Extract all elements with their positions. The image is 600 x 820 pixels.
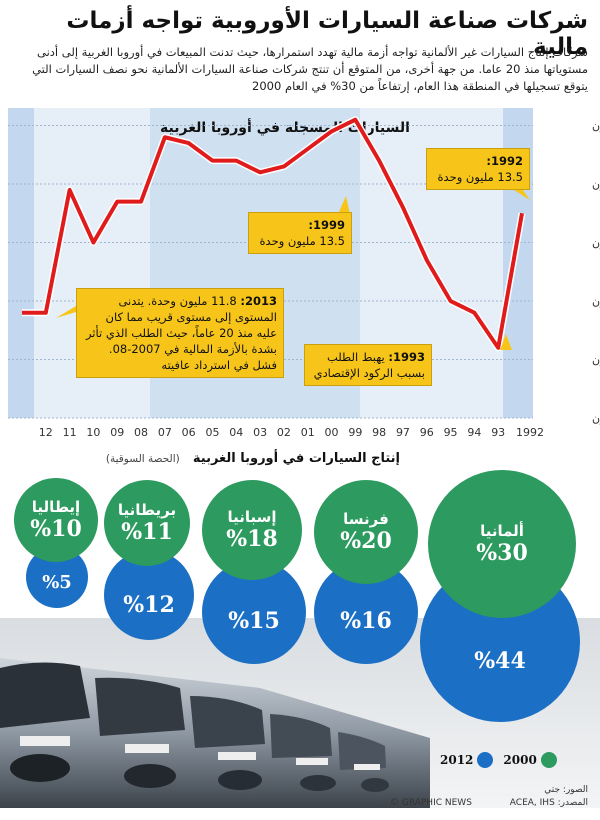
x-tick-label: 06: [182, 426, 196, 439]
bubble-britain-2012-value: %12: [123, 592, 175, 618]
bubble-germany-2000: ألمانيا %30: [428, 470, 576, 618]
bubble-italy-2012-value: %5: [42, 572, 72, 593]
bubble-germany-name: ألمانيا: [480, 522, 524, 540]
x-tick-label: 07: [158, 426, 172, 439]
bubble-france-2012-value: %16: [340, 608, 392, 634]
callout-1992-text: 13.5 مليون وحدة: [437, 170, 523, 184]
x-tick-label: 99: [348, 426, 362, 439]
bubble-spain-name: إسبانيا: [227, 508, 277, 526]
callout-1999-text: 13.5 مليون وحدة: [259, 234, 345, 248]
x-tick-label: 11: [63, 426, 77, 439]
x-tick-label: 12: [39, 426, 53, 439]
callout-1993-text: يهبط الطلب بسبب الركود الإقتصادي: [313, 350, 425, 380]
callout-2013-label: 2013:: [240, 294, 277, 308]
bubble-italy-2000: إيطاليا %10: [14, 478, 98, 562]
callout-1993-label: 1993:: [388, 350, 425, 364]
bubble-france-2000: فرنسا %20: [314, 480, 418, 584]
x-tick-label: 03: [253, 426, 267, 439]
bubble-france-2012: %16: [314, 560, 418, 664]
callout-pointer: [500, 334, 512, 350]
legend-label-2000: 2000: [503, 753, 537, 767]
legend-label-2012: 2012: [440, 753, 474, 767]
callout-1992-label: 1992:: [486, 154, 523, 168]
callout-1999-label: 1999:: [308, 218, 345, 232]
legend: 2000 2012: [440, 752, 557, 768]
x-tick-label: 98: [372, 426, 386, 439]
x-tick-label: 02: [277, 426, 291, 439]
legend-item-2012: 2012: [440, 752, 494, 768]
footer-source: المصدر: ACEA, IHS: [509, 798, 588, 808]
x-tick-label: 09: [110, 426, 124, 439]
x-tick-label: 96: [420, 426, 434, 439]
y-tick-label: 14 مليون: [592, 178, 600, 191]
y-tick-label: 12 مليون: [592, 295, 600, 308]
x-tick-label: 1992: [516, 426, 544, 439]
series-line: [22, 117, 524, 350]
y-axis: 15 مليون 14 مليون 13 مليون 12 مليون 11 مليون…: [592, 120, 600, 425]
legend-swatch-2000: [540, 752, 557, 768]
footer-sources: الصور: جتي المصدر: ACEA, IHS: [510, 784, 588, 810]
x-tick-label: 08: [134, 426, 148, 439]
legend-item-2000: 2000: [503, 752, 557, 768]
bubble-chart-title: إنتاج السيارات في أوروبا الغربية: [192, 451, 400, 466]
y-tick-label: 13 مليون: [592, 237, 600, 250]
bubble-chart-subtitle: (الحصة السوقية): [105, 453, 180, 465]
x-tick-label: 10: [86, 426, 100, 439]
bubble-spain-2012-value: %15: [228, 608, 280, 634]
bubble-france-name: فرنسا: [343, 510, 389, 528]
footer-images: الصور: جتي: [544, 785, 588, 795]
x-tick-label: 95: [444, 426, 458, 439]
bubble-chart-heading: إنتاج السيارات في أوروبا الغربية (الحصة …: [20, 447, 400, 466]
y-tick-label: 10 مليون: [592, 412, 600, 425]
x-tick-label: 93: [491, 426, 505, 439]
bubble-france-2000-value: %20: [340, 528, 392, 554]
page-title: شركات صناعة السيارات الأوروبية تواجه أزم…: [66, 8, 588, 60]
x-tick-label: 97: [396, 426, 410, 439]
callout-2013: 2013: 11.8 مليون وحدة. يتدنى المستوى إلى…: [76, 288, 284, 378]
bubble-britain-name: بريطانيا: [117, 501, 177, 519]
legend-swatch-2012: [477, 752, 494, 768]
line-chart-title: السيارات المسجلة في أوروبا الغربية: [160, 118, 410, 136]
x-tick-label: 01: [301, 426, 315, 439]
y-tick-label: 15 مليون: [592, 120, 600, 133]
intro-text: شركات إنتاج السيارات غير الألمانية تواجه…: [32, 45, 588, 93]
x-tick-label: 04: [229, 426, 243, 439]
callout-2013-text: 11.8 مليون وحدة. يتدنى المستوى إلى مستوى…: [85, 294, 277, 372]
bubble-germany-2012-value: %44: [474, 648, 526, 674]
callout-pointer: [338, 196, 350, 214]
footer-credit: © GRAPHIC NEWS: [390, 798, 472, 808]
callout-1992: 1992: 13.5 مليون وحدة: [426, 148, 530, 190]
bubble-germany-2000-value: %30: [476, 540, 528, 566]
bubble-spain-2000-value: %18: [226, 526, 278, 552]
bubble-italy-2000-value: %10: [30, 516, 82, 542]
callout-1993: 1993: يهبط الطلب بسبب الركود الإقتصادي: [304, 344, 432, 386]
bubble-spain-2000: إسبانيا %18: [202, 480, 302, 580]
highlight-band-2013: [8, 108, 34, 418]
callout-1999: 1999: 13.5 مليون وحدة: [248, 212, 352, 254]
bubble-britain-2000: بريطانيا %11: [104, 480, 190, 566]
x-tick-label: 00: [325, 426, 339, 439]
x-axis: 1992 93 94 95 96 97 98 99 00 01 02 03 04 05 06 07 08 09 10…: [39, 426, 544, 439]
x-tick-label: 94: [467, 426, 481, 439]
x-tick-label: 05: [205, 426, 219, 439]
bubble-italy-name: إيطاليا: [31, 498, 81, 516]
y-tick-label: 11 مليون: [592, 354, 600, 367]
bubble-britain-2000-value: %11: [121, 519, 173, 545]
